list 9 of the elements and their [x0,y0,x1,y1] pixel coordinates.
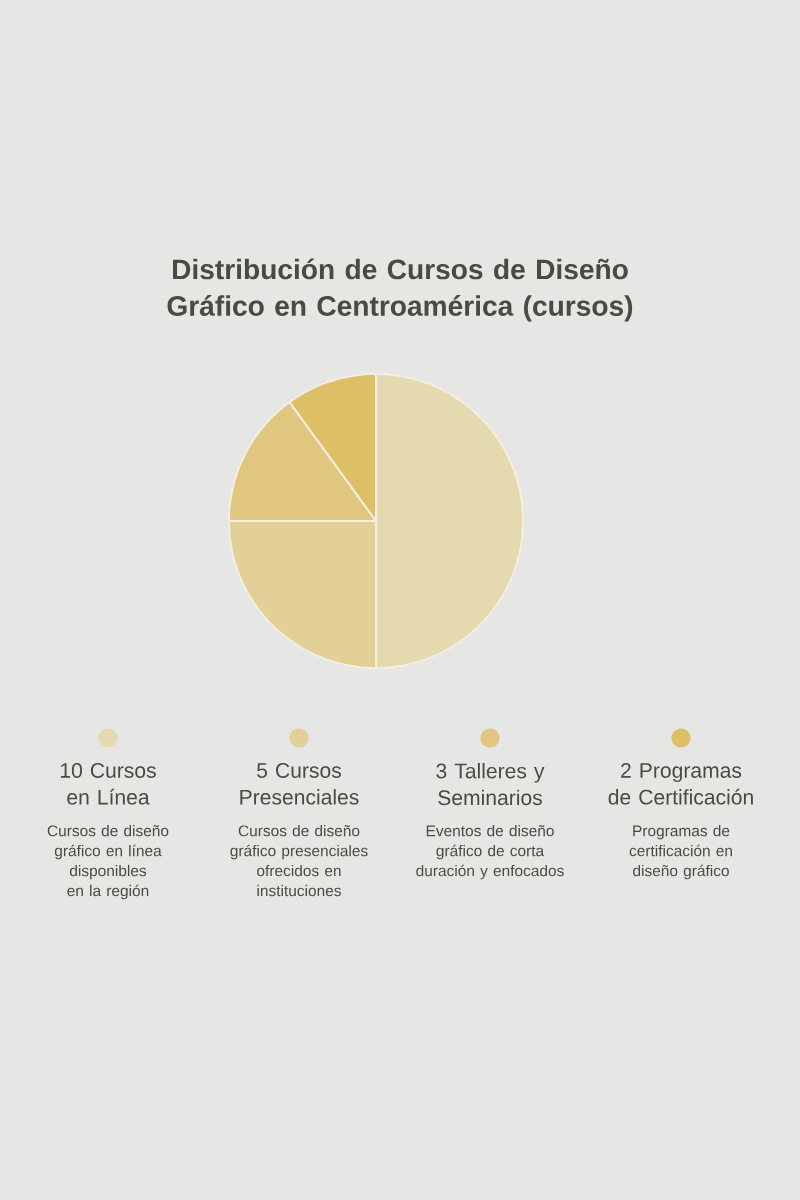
legend-label: 10 Cursos en Línea [60,762,156,805]
text: Eventos de diseño gráfico de corta duración y enfocados [416,824,564,880]
legend-label: 2 Programas de Certificación [608,762,753,805]
legend-label: 5 Cursos Presenciales [240,762,359,805]
text: Cursos de diseño gráfico presenciales ofrecidos en instituciones [230,824,368,897]
chart-title: Distribución de Cursos de Diseño Gráfico en Centroamérica (cursos) [167,258,633,322]
text: Programas de certificación en diseño gráfico [629,824,732,880]
legend-label: 3 Talleres y Seminarios [436,762,545,806]
text: Cursos de diseño gráfico en línea disponibles en la región [47,824,169,900]
